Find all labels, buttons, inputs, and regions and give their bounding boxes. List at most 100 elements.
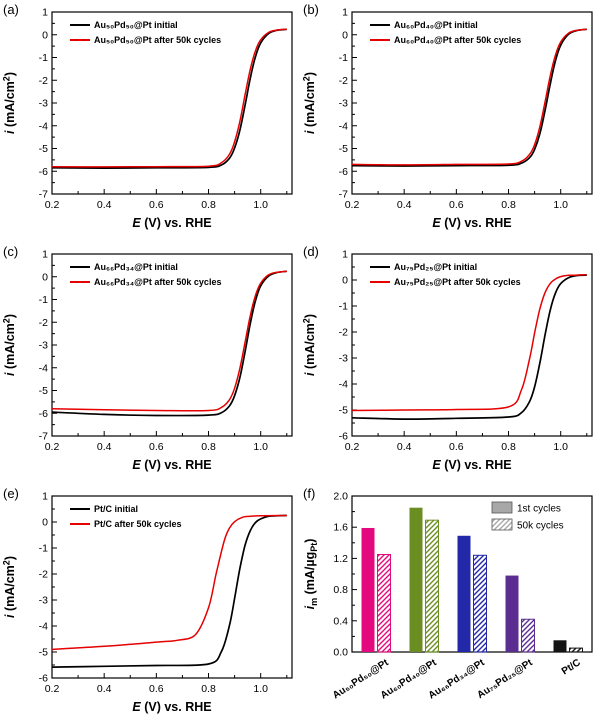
legend-label: Au₇₅Pd₂₅@Pt after 50k cycles — [394, 277, 521, 287]
y-tick-label: -6 — [39, 408, 48, 420]
y-tick-label: 0 — [342, 275, 348, 287]
y-tick-label: -6 — [339, 166, 348, 178]
y-tick-label: -4 — [39, 621, 48, 633]
lsv-chart-e: 0.2 0.4 0.6 0.8 1.0 1 0 -1 -2 -3 -4 -5 -6 E (V) vs. R… — [2, 491, 293, 714]
legend-label: Au₅₀Pd₅₀@Pt initial — [94, 20, 178, 30]
panel-b: (b) 0.2 0.4 0.6 0.8 1.0 1 0 -1 -2 -3 -4 -5 -6 -7 E (V)… — [300, 0, 600, 242]
y-tick-label: 1 — [42, 491, 48, 503]
y-tick-label: 1.2 — [333, 553, 348, 565]
lsv-chart-b: 0.2 0.4 0.6 0.8 1.0 1 0 -1 -2 -3 -4 -5 -6 -7 E (V) vs.… — [302, 7, 593, 230]
category-label: Pt/C — [560, 657, 583, 677]
x-axis-title: E (V) vs. RHE — [132, 458, 211, 472]
x-tick-label: 0.6 — [149, 683, 164, 695]
y-tick-label: 0.4 — [333, 615, 348, 627]
x-tick-label: 0.2 — [45, 199, 60, 211]
series-curve — [351, 28, 587, 166]
panel-f: (f) 0.0 0.4 0.8 1.2 1.6 2.0 im (mA/µgPt) Au₅₀Pd… — [300, 484, 600, 726]
bar-solid — [457, 535, 471, 652]
x-tick-label: 0.4 — [397, 441, 412, 453]
x-axis-title: E (V) vs. RHE — [432, 216, 511, 230]
series-curve — [51, 270, 287, 412]
y-axis-title: i (mA/cm2) — [302, 72, 318, 134]
y-tick-label: 0 — [342, 29, 348, 41]
x-tick-label: 1.0 — [253, 441, 268, 453]
y-tick-label: -1 — [39, 52, 48, 64]
x-tick-label: 0.4 — [97, 199, 112, 211]
lsv-chart-a: 0.2 0.4 0.6 0.8 1.0 1 0 -1 -2 -3 -4 -5 -6 -7 E (V) vs.… — [2, 7, 293, 230]
y-tick-label: -3 — [39, 340, 48, 352]
series-curve — [51, 28, 287, 168]
series-curve — [51, 514, 287, 651]
y-tick-label: -2 — [39, 317, 48, 329]
x-tick-label: 0.4 — [97, 441, 112, 453]
x-tick-label: 0.6 — [149, 199, 164, 211]
y-tick-label: 0.0 — [333, 647, 348, 659]
x-tick-label: 0.2 — [345, 441, 360, 453]
y-tick-label: 1.6 — [333, 522, 348, 534]
legend-label: 1st cycles — [517, 504, 561, 515]
y-tick-label: -7 — [39, 431, 48, 443]
legend-label: 50k cycles — [517, 521, 564, 532]
y-tick-label: -3 — [339, 98, 348, 110]
y-axis-title: i (mA/cm2) — [302, 314, 318, 376]
legend-label: Pt/C after 50k cycles — [94, 519, 182, 529]
x-tick-label: 0.6 — [449, 441, 464, 453]
legend-label: Au₆₆Pd₃₄@Pt initial — [94, 262, 178, 272]
y-tick-label: -6 — [39, 673, 48, 685]
x-tick-label: 0.6 — [449, 199, 464, 211]
panel-f-label: (f) — [303, 486, 316, 501]
panel-d-label: (d) — [303, 244, 319, 259]
y-tick-label: -2 — [339, 75, 348, 87]
y-tick-label: -3 — [39, 98, 48, 110]
y-tick-label: -5 — [339, 143, 348, 155]
series-curve — [351, 274, 587, 412]
legend-label: Au₇₅Pd₂₅@Pt initial — [394, 262, 477, 272]
y-tick-label: -2 — [39, 569, 48, 581]
y-tick-label: -5 — [339, 405, 348, 417]
panel-c: (c) 0.2 0.4 0.6 0.8 1.0 1 0 -1 -2 -3 -4 -5 -6 -7 E (V)… — [0, 242, 300, 484]
series-curve — [351, 28, 587, 167]
series-curve — [51, 28, 287, 169]
panel-e-label: (e) — [3, 486, 19, 501]
bar-hatched — [377, 554, 391, 653]
x-tick-label: 0.4 — [97, 683, 112, 695]
lsv-chart-d: 0.2 0.4 0.6 0.8 1.0 1 0 -1 -2 -3 -4 -5 -6 E (V) vs. R… — [302, 249, 593, 472]
y-tick-label: -1 — [339, 52, 348, 64]
y-tick-label: 2.0 — [333, 491, 348, 503]
y-tick-label: 1 — [42, 7, 48, 19]
y-tick-label: -3 — [339, 353, 348, 365]
panel-a: (a) 0.2 0.4 0.6 0.8 1.0 1 0 -1 -2 -3 -4 -5 -6 -7 E (V)… — [0, 0, 300, 242]
y-tick-label: -5 — [39, 647, 48, 659]
lsv-chart-c: 0.2 0.4 0.6 0.8 1.0 1 0 -1 -2 -3 -4 -5 -6 -7 E (V) vs.… — [2, 249, 293, 472]
x-tick-label: 0.8 — [501, 199, 516, 211]
y-tick-label: -1 — [39, 543, 48, 555]
x-axis-title: E (V) vs. RHE — [132, 700, 211, 714]
y-tick-label: -5 — [39, 385, 48, 397]
y-tick-label: 0.8 — [333, 584, 348, 596]
x-tick-label: 0.4 — [397, 199, 412, 211]
bar-solid — [553, 640, 567, 652]
y-tick-label: 1 — [342, 249, 348, 261]
series-curve — [51, 514, 287, 668]
bar-hatched — [569, 647, 583, 653]
y-tick-label: 1 — [42, 249, 48, 261]
y-tick-label: -7 — [339, 189, 348, 201]
y-axis-title: im (mA/µgPt) — [303, 539, 319, 610]
bar-hatched — [473, 554, 487, 653]
panel-c-label: (c) — [3, 244, 19, 259]
y-tick-label: -4 — [339, 120, 348, 132]
panel-a-label: (a) — [3, 2, 19, 17]
x-tick-label: 0.2 — [345, 199, 360, 211]
y-tick-label: -6 — [39, 166, 48, 178]
y-tick-label: -4 — [39, 362, 48, 374]
y-tick-label: 0 — [42, 517, 48, 529]
legend-swatch — [491, 501, 513, 514]
x-axis-title: E (V) vs. RHE — [132, 216, 211, 230]
y-tick-label: 0 — [42, 29, 48, 41]
y-tick-label: -5 — [39, 143, 48, 155]
y-tick-label: -6 — [339, 431, 348, 443]
bar-chart-f: 0.00.40.81.21.62.0im (mA/µgPt)Au₅₀Pd₅₀@P… — [303, 491, 593, 702]
bar-hatched — [425, 519, 439, 653]
y-tick-label: 1 — [342, 7, 348, 19]
legend-swatch — [491, 518, 513, 531]
